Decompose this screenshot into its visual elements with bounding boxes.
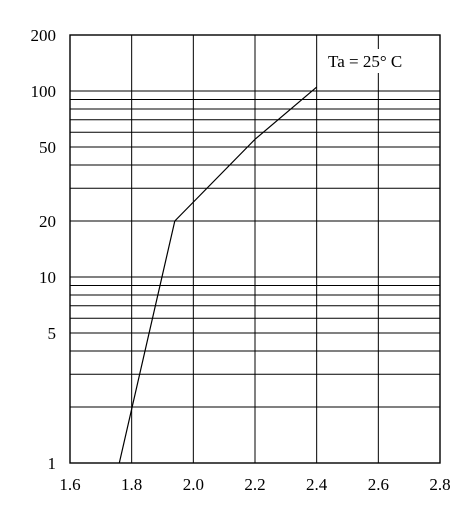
- y-tick-label: 100: [31, 82, 57, 101]
- x-tick-label: 2.8: [429, 475, 450, 494]
- x-tick-label: 1.6: [59, 475, 80, 494]
- y-tick-label: 20: [39, 212, 56, 231]
- x-tick-label: 2.0: [183, 475, 204, 494]
- x-tick-label: 2.6: [368, 475, 389, 494]
- x-axis-tick-labels: 1.6 1.8 2.0 2.2 2.4 2.6 2.8: [59, 475, 450, 494]
- x-tick-label: 2.2: [244, 475, 265, 494]
- y-axis-tick-labels: 1 5 10 20 50 100 200: [31, 26, 57, 473]
- y-tick-label: 50: [39, 138, 56, 157]
- y-tick-label: 10: [39, 268, 56, 287]
- y-tick-label: 5: [48, 324, 57, 343]
- x-tick-label: 1.8: [121, 475, 142, 494]
- annotation-label: Ta = 25° C: [328, 52, 402, 71]
- y-tick-label: 1: [48, 454, 57, 473]
- x-tick-label: 2.4: [306, 475, 328, 494]
- y-tick-label: 200: [31, 26, 57, 45]
